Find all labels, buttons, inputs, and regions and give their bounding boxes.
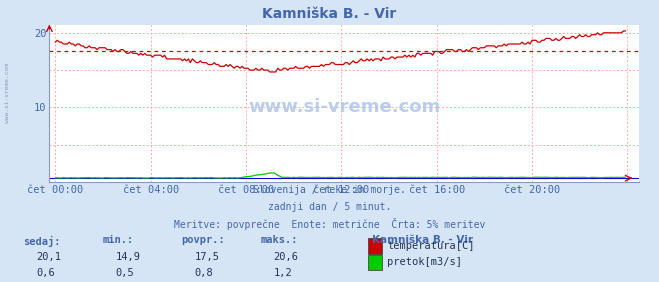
Text: 0,5: 0,5 (115, 268, 134, 278)
Text: maks.:: maks.: (260, 235, 298, 245)
Text: 1,2: 1,2 (273, 268, 292, 278)
Text: zadnji dan / 5 minut.: zadnji dan / 5 minut. (268, 202, 391, 212)
Text: 17,5: 17,5 (194, 252, 219, 262)
Text: www.si-vreme.com: www.si-vreme.com (5, 63, 11, 123)
Text: 14,9: 14,9 (115, 252, 140, 262)
Text: Slovenija / reke in morje.: Slovenija / reke in morje. (253, 185, 406, 195)
Text: 20,1: 20,1 (36, 252, 61, 262)
Text: 0,6: 0,6 (36, 268, 55, 278)
Text: min.:: min.: (102, 235, 133, 245)
Text: povpr.:: povpr.: (181, 235, 225, 245)
Text: 20,6: 20,6 (273, 252, 299, 262)
Text: pretok[m3/s]: pretok[m3/s] (387, 257, 463, 267)
Text: Kamniška B. - Vir: Kamniška B. - Vir (262, 7, 397, 21)
Text: Kamniška B. - Vir: Kamniška B. - Vir (372, 235, 473, 245)
Text: www.si-vreme.com: www.si-vreme.com (248, 98, 440, 116)
Text: Meritve: povprečne  Enote: metrične  Črta: 5% meritev: Meritve: povprečne Enote: metrične Črta:… (174, 218, 485, 230)
Text: sedaj:: sedaj: (23, 235, 61, 246)
Text: 0,8: 0,8 (194, 268, 213, 278)
Text: temperatura[C]: temperatura[C] (387, 241, 475, 251)
